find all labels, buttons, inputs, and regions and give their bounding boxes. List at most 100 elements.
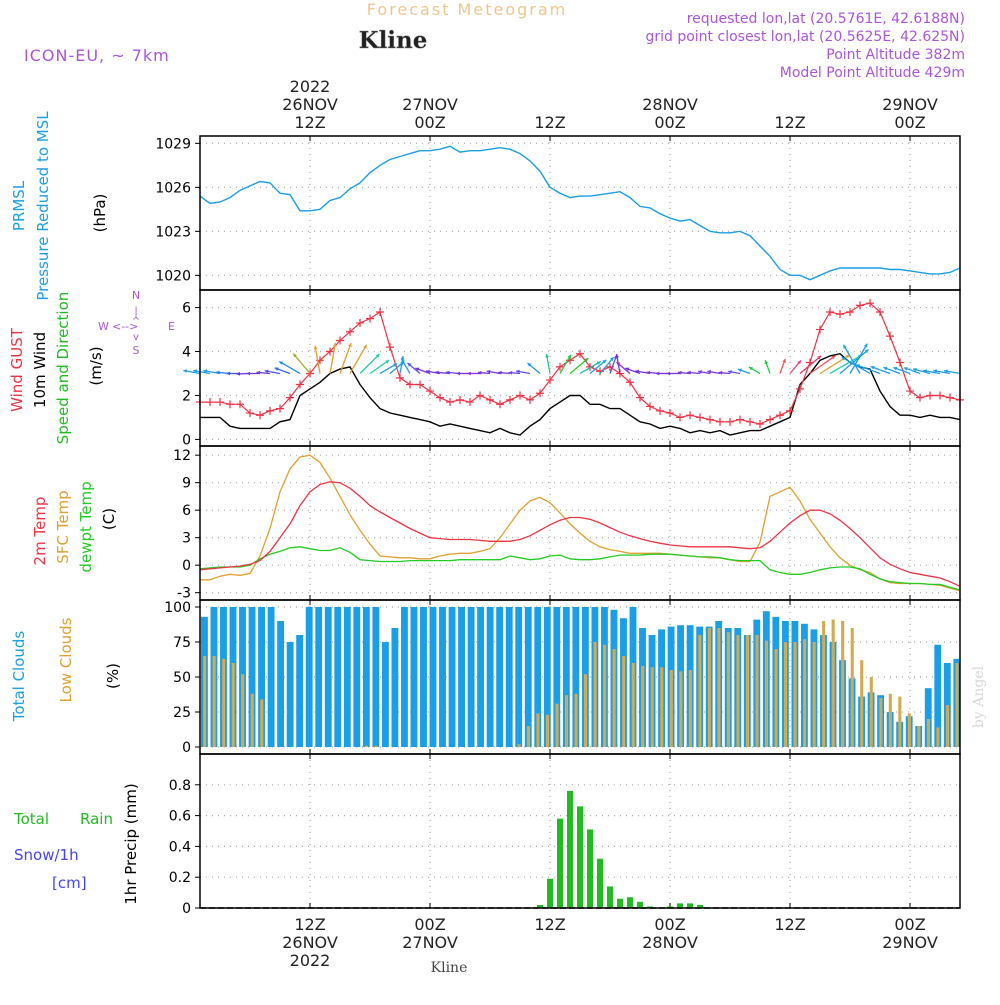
gust-marker <box>366 315 374 323</box>
sfc-temp-line <box>200 455 960 591</box>
wind-arrow-head <box>435 371 439 375</box>
gust-marker <box>756 420 764 428</box>
grid-point-coords: grid point closest lon,lat (20.5625E, 42… <box>645 29 965 45</box>
ms-label: (m/s) <box>87 346 105 385</box>
top-axis-label: 28NOV <box>642 95 698 114</box>
bottom-axis-label: 28NOV <box>642 933 698 952</box>
gust-marker <box>776 411 784 419</box>
speed-direction-label: Speed and Direction <box>54 292 72 445</box>
ytick-label: 0 <box>182 558 191 574</box>
prmsl-label: PRMSL <box>10 180 28 231</box>
wind-arrow <box>600 357 614 373</box>
dewpt-line <box>200 547 960 590</box>
wind-arrow-shaft <box>850 344 867 374</box>
low-cloud-bar <box>536 713 539 747</box>
gust-marker <box>766 416 774 424</box>
panel-frame <box>200 136 960 290</box>
gust-marker <box>226 400 234 408</box>
rain-label: Rain <box>80 810 113 828</box>
total-cloud-bar <box>372 607 379 747</box>
gust-marker <box>736 416 744 424</box>
low-cloud-bar <box>260 699 263 747</box>
low-cloud-bar <box>946 705 949 747</box>
pressure-labels: PRMSL Pressure Reduced to MSL (hPa) <box>10 111 109 301</box>
low-cloud-bar <box>641 666 644 747</box>
bottom-axis-label: 12Z <box>534 915 565 934</box>
ytick-label: 3 <box>182 531 191 547</box>
total-clouds-label: Total Clouds <box>10 631 28 723</box>
low-cloud-bar <box>727 632 730 747</box>
low-cloud-bar <box>546 715 549 747</box>
wind-arrow <box>370 360 389 373</box>
low-cloud-bar <box>717 628 720 747</box>
watermark: by Angel <box>971 665 987 728</box>
top-axis-label: 12Z <box>774 113 805 132</box>
wind-arrow-head <box>509 371 513 375</box>
low-cloud-bar <box>917 726 920 747</box>
low-cloud-bar <box>841 621 844 747</box>
low-cloud-bar <box>908 713 911 747</box>
wind-arrow-shaft <box>279 361 300 373</box>
total-cloud-bar <box>430 607 437 747</box>
low-cloud-bar <box>898 697 901 747</box>
cm-label: [cm] <box>52 874 87 892</box>
low-cloud-bar <box>251 694 254 747</box>
bottom-axis-label: 00Z <box>654 915 685 934</box>
ytick-label: 75 <box>173 635 191 651</box>
total-cloud-bar <box>296 635 303 747</box>
gust-marker <box>676 413 684 421</box>
wind-arrow-head <box>667 372 671 376</box>
celsius-label: (C) <box>100 508 118 530</box>
wind-arrow <box>528 363 540 373</box>
sfc-temp-label: SFC Temp <box>54 490 72 563</box>
wind-arrow <box>314 346 320 374</box>
low-cloud-bar <box>232 663 235 747</box>
low-cloud-bar <box>679 671 682 747</box>
low-cloud-bar <box>613 649 616 747</box>
gust-marker <box>686 411 694 419</box>
total-cloud-bar <box>334 607 341 747</box>
total-cloud-bar <box>439 607 446 747</box>
gust-marker <box>516 391 524 399</box>
ytick-label: 0 <box>182 740 191 756</box>
low-cloud-bar <box>632 663 635 747</box>
precip-panel: 00.20.40.60.8 <box>169 754 960 917</box>
wind-arrow <box>738 369 750 374</box>
low-cloud-bar <box>870 677 873 747</box>
wind-arrow-shaft <box>330 343 335 374</box>
top-axis-label: 00Z <box>414 113 445 132</box>
cloud-labels: Total Clouds Low Clouds (%) <box>10 617 122 722</box>
compass-rose: N | ^ W <--> E v S <box>98 289 175 357</box>
low-cloud-bar <box>803 639 806 747</box>
bottom-axis-label: 12Z <box>774 915 805 934</box>
low-cloud-bar <box>689 670 692 747</box>
temp2m-line <box>200 482 960 587</box>
gust-marker <box>436 394 444 402</box>
gust-marker <box>446 398 454 406</box>
low-cloud-bar <box>822 621 825 747</box>
low-cloud-bar <box>879 698 882 747</box>
total-cloud-bar <box>382 642 389 747</box>
gust-marker <box>506 396 514 404</box>
gust-marker <box>396 374 404 382</box>
low-cloud-bar <box>374 746 377 747</box>
ytick-label: 1029 <box>155 136 191 152</box>
low-cloud-bar <box>527 726 530 747</box>
gust-marker <box>256 411 264 419</box>
top-axis-label: 00Z <box>654 113 685 132</box>
gust-marker <box>816 326 824 334</box>
model-altitude: Model Point Altitude 429m <box>780 65 965 81</box>
rain-bar <box>557 819 563 908</box>
gust-marker <box>386 343 394 351</box>
precip-axis-label: 1hr Precip (mm) <box>122 783 140 904</box>
wind-arrow-head <box>647 371 651 375</box>
ytick-label: 6 <box>182 503 191 519</box>
rain-bar <box>597 859 603 908</box>
gust-marker <box>706 416 714 424</box>
low-cloud-bar <box>365 746 368 747</box>
gust-marker <box>486 396 494 404</box>
low-cloud-bar <box>698 635 701 747</box>
svg-text:v: v <box>133 332 139 343</box>
